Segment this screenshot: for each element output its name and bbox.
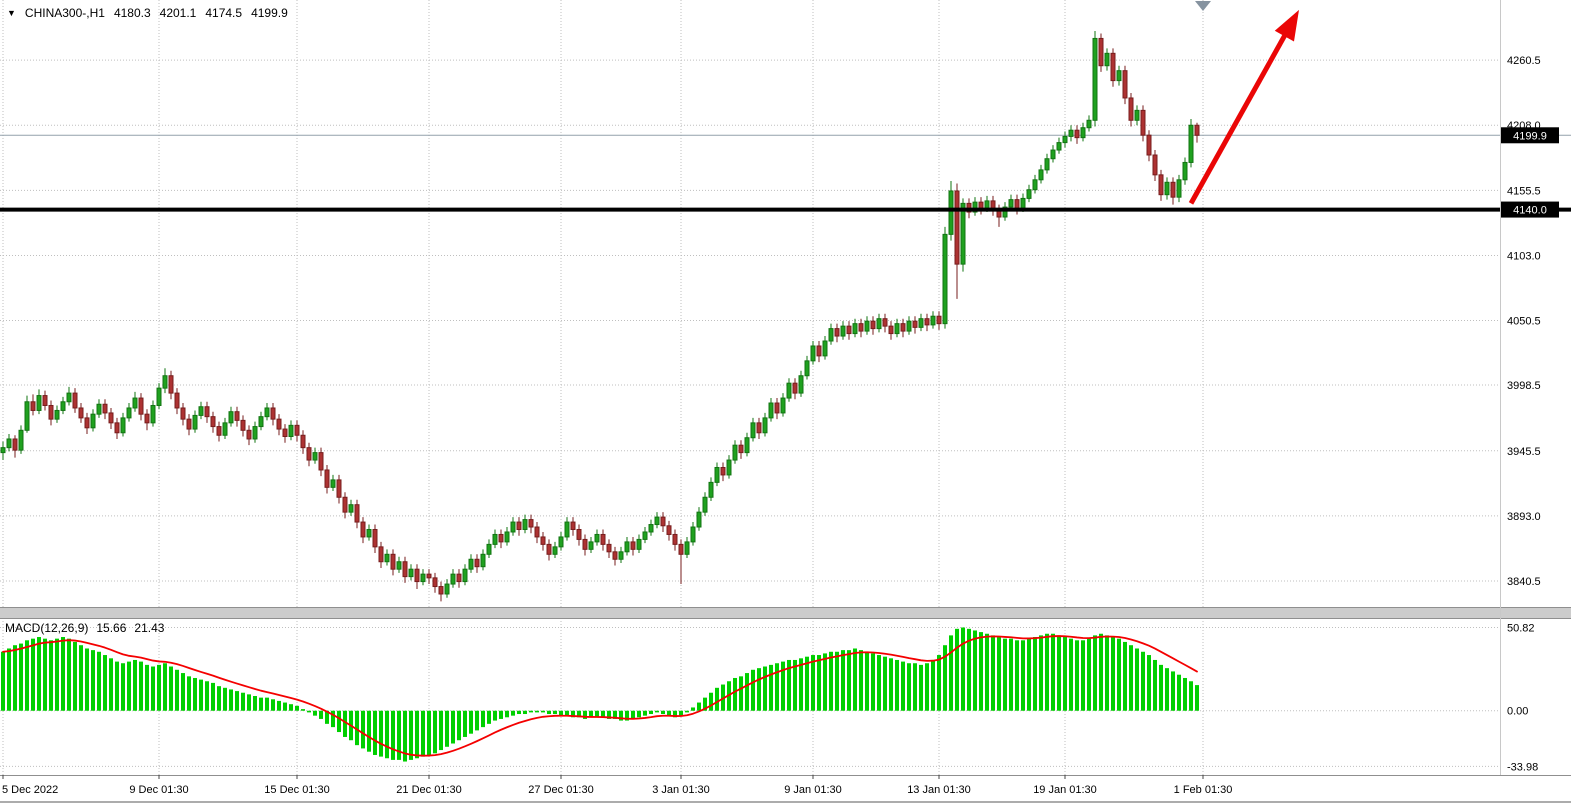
price-axis-label: 3945.5 xyxy=(1507,446,1541,458)
price-axis-label: 3840.5 xyxy=(1507,576,1541,588)
macd-axis-label: 50.82 xyxy=(1507,622,1535,634)
macd-signal-line xyxy=(2,635,1198,757)
ohlc-close: 4199.9 xyxy=(251,6,288,20)
gridlines xyxy=(0,0,1500,775)
price-axis-label: 4155.5 xyxy=(1507,185,1541,197)
chart-shift-marker-icon xyxy=(1195,1,1211,11)
chart-header: ▼ CHINA300-,H1 4180.3 4201.1 4174.5 4199… xyxy=(7,6,288,20)
trend-arrow-object[interactable] xyxy=(1188,9,1299,205)
price-axis-label: 4103.0 xyxy=(1507,250,1541,262)
macd-name: MACD(12,26,9) xyxy=(5,621,89,635)
time-axis-label: 1 Feb 01:30 xyxy=(1174,784,1233,796)
time-axis-label: 19 Jan 01:30 xyxy=(1033,784,1097,796)
time-axis: 5 Dec 2022 9 Dec 01:30 15 Dec 01:30 21 Dec … xyxy=(0,775,1571,796)
time-axis-label: 13 Jan 01:30 xyxy=(907,784,971,796)
time-axis-label: 27 Dec 01:30 xyxy=(528,784,593,796)
symbol-title: CHINA300-,H1 xyxy=(24,6,105,20)
macd-signal-value: 21.43 xyxy=(134,621,165,635)
price-axis-label: 4050.5 xyxy=(1507,316,1541,328)
price-axis-label: 3998.5 xyxy=(1507,380,1541,392)
ohlc-low: 4174.5 xyxy=(205,6,243,20)
svg-text:4140.0: 4140.0 xyxy=(1513,205,1547,217)
symbol-menu-icon[interactable]: ▼ xyxy=(7,8,16,18)
macd-axis-label: -33.98 xyxy=(1507,761,1538,773)
hline-price-badge: 4140.0 xyxy=(1501,201,1559,218)
price-axis-label: 3893.0 xyxy=(1507,511,1541,523)
svg-text:4199.9: 4199.9 xyxy=(1513,130,1547,142)
ohlc-open: 4180.3 xyxy=(113,6,151,20)
current-price-badge: 4199.9 xyxy=(1501,127,1559,144)
price-axis-label: 4260.5 xyxy=(1507,55,1541,67)
time-axis-label: 21 Dec 01:30 xyxy=(396,784,461,796)
time-axis-label: 3 Jan 01:30 xyxy=(652,784,710,796)
panel-separator xyxy=(0,607,1571,619)
candles-group xyxy=(0,31,1200,602)
macd-value: 15.66 xyxy=(96,621,127,635)
macd-axis-label: 0.00 xyxy=(1507,706,1528,718)
time-axis-label: 15 Dec 01:30 xyxy=(264,784,329,796)
macd-indicator-label: MACD(12,26,9) 15.66 21.43 xyxy=(5,621,164,635)
ohlc-high: 4201.1 xyxy=(159,6,197,20)
price-axis: 4260.54208.04155.54103.04050.53998.53945… xyxy=(1500,0,1541,775)
time-axis-label: 9 Jan 01:30 xyxy=(784,784,842,796)
time-axis-label: 5 Dec 2022 xyxy=(2,784,58,796)
time-axis-label: 9 Dec 01:30 xyxy=(129,784,188,796)
macd-histogram xyxy=(1,627,1199,762)
